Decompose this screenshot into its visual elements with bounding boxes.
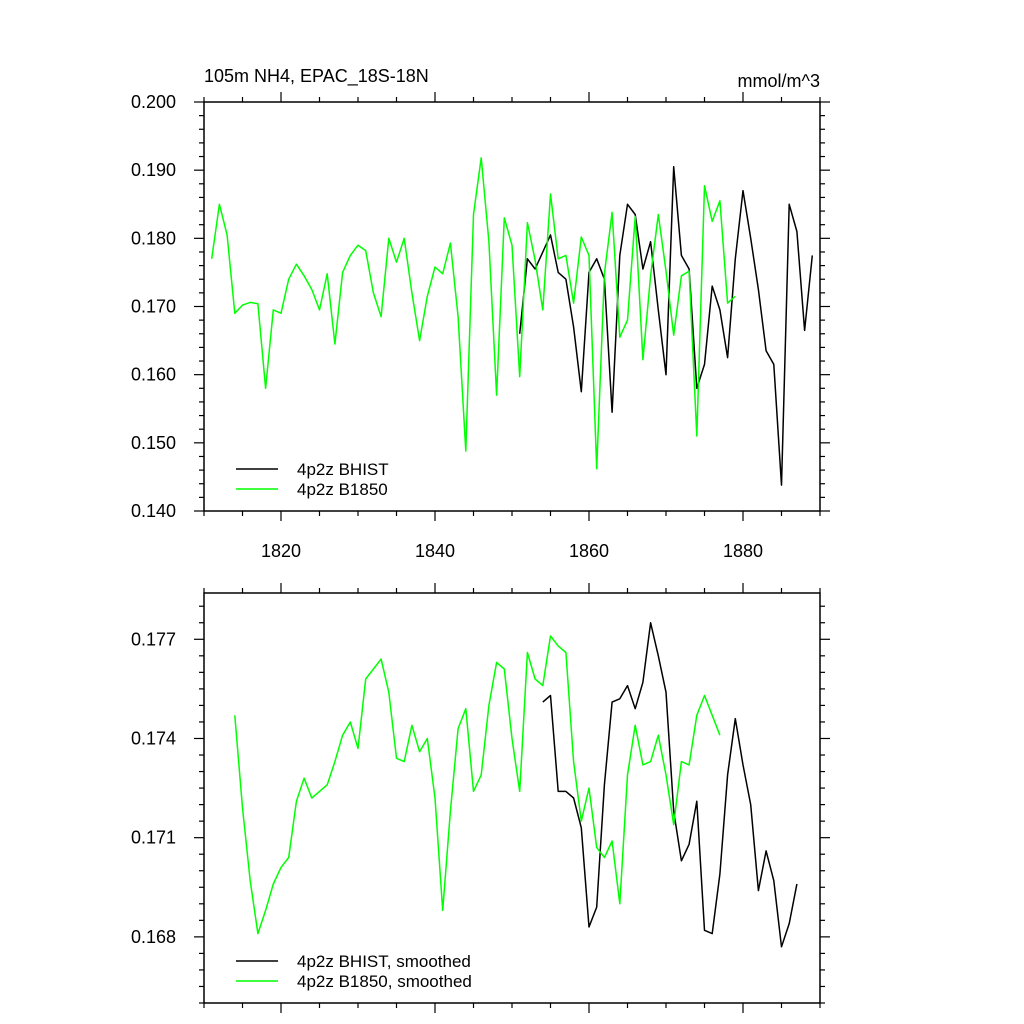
y-tick-labels-bottom: 0.168 0.171 0.174 0.177	[131, 629, 176, 947]
x-tick-label: 1860	[569, 541, 609, 561]
y-tick-label: 0.174	[131, 728, 176, 748]
series-bottom	[234, 622, 798, 948]
y-tick-label: 0.170	[131, 297, 176, 317]
ticks-top	[194, 92, 830, 521]
legend-top: 4p2z BHIST 4p2z B1850	[236, 460, 389, 499]
plot-frame-top	[203, 101, 821, 512]
chart-title: 105m NH4, EPAC_18S-18N	[204, 66, 429, 87]
y-tick-label: 0.150	[131, 433, 176, 453]
y-tick-label: 0.171	[131, 828, 176, 848]
legend-label-b1850: 4p2z B1850	[297, 480, 388, 499]
x-tick-label: 1820	[261, 541, 301, 561]
series-line-bhist	[518, 166, 814, 486]
y-tick-label: 0.168	[131, 927, 176, 947]
y-tick-labels-top: 0.140 0.150 0.160 0.170 0.180 0.190 0.200	[131, 92, 176, 521]
series-top	[210, 157, 814, 486]
legend-label-b1850-smoothed: 4p2z B1850, smoothed	[297, 972, 472, 991]
plot-frame-bottom	[203, 592, 821, 1004]
y-tick-label: 0.200	[131, 92, 176, 112]
legend-bottom: 4p2z BHIST, smoothed 4p2z B1850, smoothe…	[236, 952, 472, 991]
units-label: mmol/m^3	[738, 71, 820, 91]
legend-label-bhist-smoothed: 4p2z BHIST, smoothed	[297, 952, 471, 971]
y-tick-label: 0.140	[131, 501, 176, 521]
bottom-panel: 0.168 0.171 0.174 0.177 4p2z BHIST, smoothe…	[131, 583, 830, 1013]
y-tick-label: 0.177	[131, 629, 176, 649]
y-tick-label: 0.160	[131, 365, 176, 385]
series-line-b1850	[234, 635, 721, 935]
series-line-bhist	[542, 622, 798, 948]
x-tick-label: 1840	[415, 541, 455, 561]
x-tick-label: 1880	[723, 541, 763, 561]
y-tick-label: 0.180	[131, 228, 176, 248]
legend-label-bhist: 4p2z BHIST	[297, 460, 389, 479]
series-line-b1850	[210, 157, 736, 470]
ticks-bottom	[194, 583, 830, 1013]
top-panel: 105m NH4, EPAC_18S-18N mmol/m^3 1820 1840…	[131, 66, 830, 561]
x-tick-labels-top: 1820 1840 1860 1880	[261, 541, 763, 561]
y-tick-label: 0.190	[131, 160, 176, 180]
